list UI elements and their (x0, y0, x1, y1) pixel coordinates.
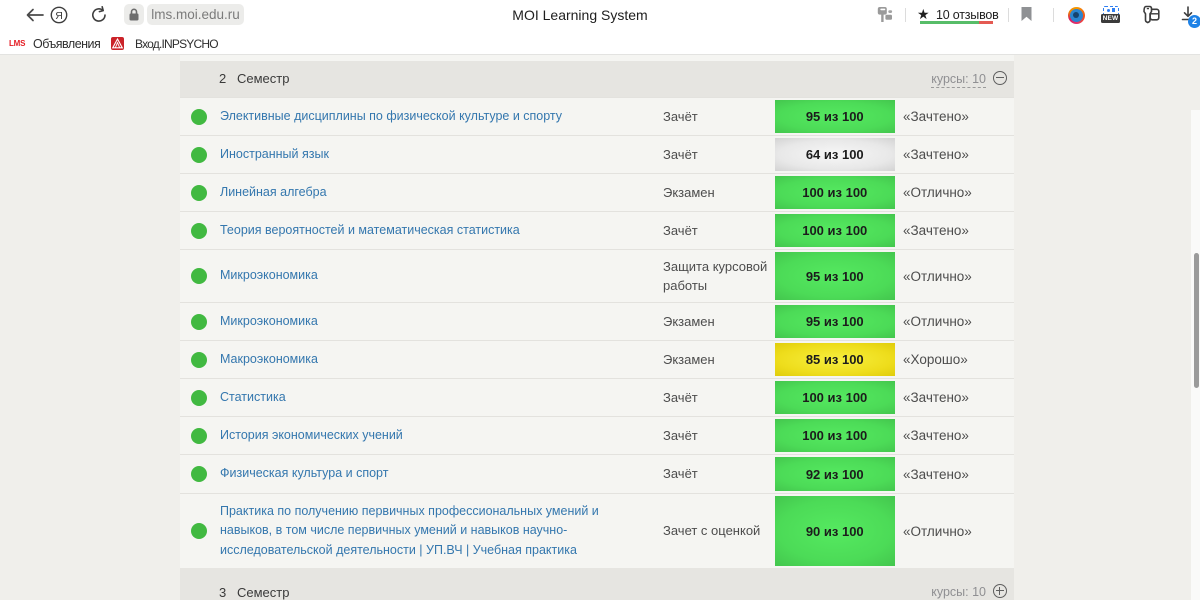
svg-text:Я: Я (55, 10, 63, 22)
